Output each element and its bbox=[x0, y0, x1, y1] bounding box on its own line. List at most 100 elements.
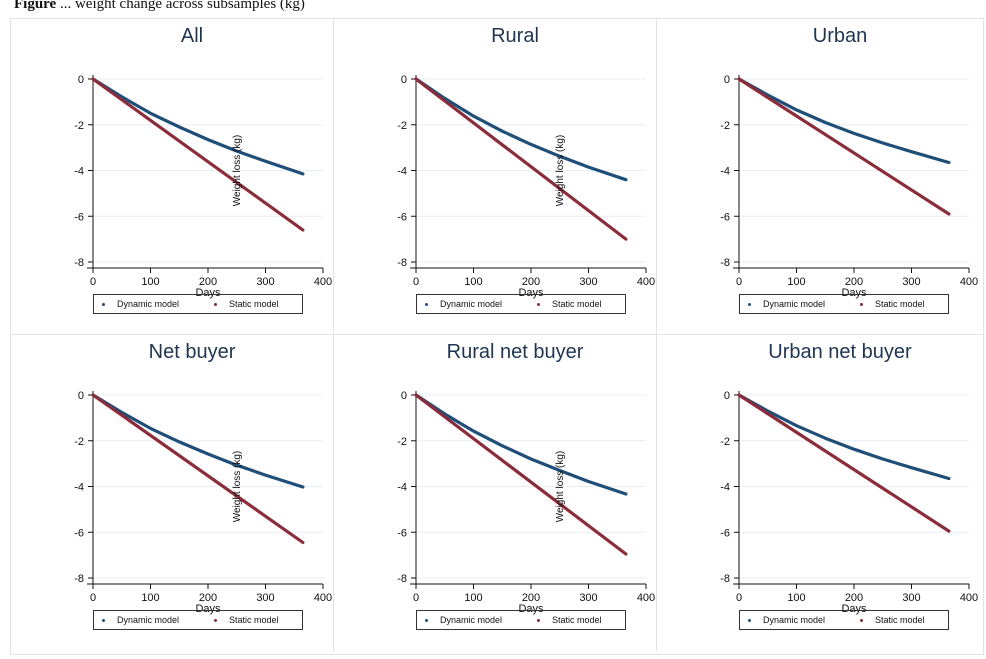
chart-panel: 0 -2 -4 -6 -8 0 100 200 300 400 Days Weight loss (k… bbox=[11, 19, 334, 335]
y-axis-label: Weight loss (kg) bbox=[232, 135, 243, 207]
y-tick-label: -4 bbox=[397, 482, 407, 494]
chart-svg: 0 -2 -4 -6 -8 0 100 200 300 400 Days bbox=[720, 74, 978, 299]
figure-caption: Figure ... weight change across subsampl… bbox=[14, 0, 305, 13]
x-tick-label: 300 bbox=[902, 592, 920, 604]
legend-marker bbox=[214, 303, 217, 307]
chart-legend: Dynamic model Static model bbox=[739, 294, 949, 314]
legend-item: Dynamic model bbox=[425, 615, 502, 625]
legend-item: Static model bbox=[537, 299, 602, 309]
x-tick-label: 200 bbox=[845, 276, 863, 288]
legend-item: Static model bbox=[860, 615, 925, 625]
y-axis-label: Weight loss (kg) bbox=[555, 451, 566, 523]
x-tick-label: 0 bbox=[413, 276, 419, 288]
x-tick-label: 200 bbox=[522, 592, 540, 604]
x-tick-label: 200 bbox=[199, 592, 217, 604]
x-tick-label: 400 bbox=[960, 276, 978, 288]
y-tick-label: -4 bbox=[74, 166, 84, 178]
y-axis-label: Weight loss (kg) bbox=[232, 451, 243, 523]
y-tick-label: -6 bbox=[74, 527, 84, 539]
chart-panel: 0 -2 -4 -6 -8 0 100 200 300 400 Days Weight loss (k… bbox=[334, 335, 657, 651]
legend-item: Static model bbox=[537, 615, 602, 625]
x-tick-label: 400 bbox=[637, 276, 655, 288]
legend-label: Dynamic model bbox=[117, 299, 180, 309]
legend-marker bbox=[102, 619, 105, 623]
chart-legend: Dynamic model Static model bbox=[739, 610, 949, 630]
y-tick-label: -2 bbox=[720, 120, 730, 132]
chart-panel: 0 -2 -4 -6 -8 0 100 200 300 400 Days Urban net buye… bbox=[657, 335, 983, 651]
x-tick-label: 400 bbox=[314, 592, 332, 604]
y-tick-label: -8 bbox=[397, 257, 407, 269]
legend-marker bbox=[214, 619, 217, 623]
chart-panel: 0 -2 -4 -6 -8 0 100 200 300 400 Days Weight loss (k… bbox=[11, 335, 334, 651]
x-tick-label: 0 bbox=[413, 592, 419, 604]
legend-label: Static model bbox=[229, 299, 279, 309]
y-tick-label: -2 bbox=[74, 436, 84, 448]
series-line-static bbox=[737, 77, 951, 216]
legend-item: Dynamic model bbox=[425, 299, 502, 309]
series-line-static bbox=[737, 393, 951, 533]
series-line-dynamic bbox=[737, 77, 951, 165]
y-tick-label: -8 bbox=[720, 257, 730, 269]
x-tick-label: 100 bbox=[464, 276, 482, 288]
legend-marker bbox=[537, 619, 540, 623]
y-tick-label: -4 bbox=[720, 482, 730, 494]
series-line-dynamic bbox=[414, 77, 628, 182]
y-tick-label: -4 bbox=[74, 482, 84, 494]
x-axis-label: Days bbox=[195, 603, 221, 615]
chart-svg: 0 -2 -4 -6 -8 0 100 200 300 400 Days Weight loss (k… bbox=[74, 390, 332, 615]
x-tick-label: 0 bbox=[736, 276, 742, 288]
legend-item: Dynamic model bbox=[102, 615, 179, 625]
x-tick-label: 100 bbox=[464, 592, 482, 604]
y-tick-label: 0 bbox=[78, 390, 84, 402]
legend-label: Dynamic model bbox=[440, 615, 503, 625]
caption-text: ... weight change across subsamples (kg) bbox=[56, 0, 305, 12]
y-tick-label: -8 bbox=[74, 573, 84, 585]
legend-label: Static model bbox=[875, 615, 925, 625]
y-tick-label: -8 bbox=[720, 573, 730, 585]
legend-marker bbox=[748, 619, 751, 623]
chart-panel: 0 -2 -4 -6 -8 0 100 200 300 400 Days Weight loss (k… bbox=[334, 19, 657, 335]
chart-legend: Dynamic model Static model bbox=[93, 610, 303, 630]
chart-svg: 0 -2 -4 -6 -8 0 100 200 300 400 Days Weight loss (k… bbox=[397, 74, 655, 299]
series-line-static bbox=[414, 393, 628, 556]
legend-marker bbox=[537, 303, 540, 307]
legend-marker bbox=[860, 619, 863, 623]
legend-marker bbox=[748, 303, 751, 307]
y-tick-label: -4 bbox=[397, 166, 407, 178]
legend-label: Static model bbox=[552, 615, 602, 625]
series-line-dynamic bbox=[91, 393, 305, 489]
series-line-static bbox=[91, 393, 305, 545]
chart-legend: Dynamic model Static model bbox=[416, 610, 626, 630]
x-tick-label: 300 bbox=[256, 592, 274, 604]
y-axis-label: Weight loss (kg) bbox=[555, 135, 566, 207]
caption-bold: Figure bbox=[14, 0, 57, 12]
series-line-static bbox=[414, 77, 628, 241]
legend-item: Dynamic model bbox=[102, 299, 179, 309]
legend-marker bbox=[102, 303, 105, 307]
legend-label: Dynamic model bbox=[440, 299, 503, 309]
x-tick-label: 300 bbox=[579, 592, 597, 604]
x-tick-label: 100 bbox=[141, 592, 159, 604]
chart-legend: Dynamic model Static model bbox=[416, 294, 626, 314]
legend-label: Static model bbox=[875, 299, 925, 309]
x-tick-label: 300 bbox=[902, 276, 920, 288]
y-tick-label: 0 bbox=[78, 74, 84, 86]
legend-marker bbox=[425, 619, 428, 623]
legend-label: Static model bbox=[552, 299, 602, 309]
legend-label: Static model bbox=[229, 615, 279, 625]
x-tick-label: 100 bbox=[787, 276, 805, 288]
x-tick-label: 400 bbox=[314, 276, 332, 288]
series-line-static bbox=[91, 77, 305, 232]
y-tick-label: 0 bbox=[401, 74, 407, 86]
chart-title: Rural bbox=[491, 25, 539, 47]
x-tick-label: 0 bbox=[90, 592, 96, 604]
y-tick-label: -6 bbox=[397, 527, 407, 539]
figure-frame: 0 -2 -4 -6 -8 0 100 200 300 400 Days Weight loss (k… bbox=[10, 18, 984, 655]
y-tick-label: 0 bbox=[724, 390, 730, 402]
legend-item: Dynamic model bbox=[748, 615, 825, 625]
y-tick-label: -6 bbox=[720, 211, 730, 223]
y-tick-label: -2 bbox=[74, 120, 84, 132]
legend-item: Static model bbox=[860, 299, 925, 309]
legend-marker bbox=[860, 303, 863, 307]
y-tick-label: -8 bbox=[397, 573, 407, 585]
